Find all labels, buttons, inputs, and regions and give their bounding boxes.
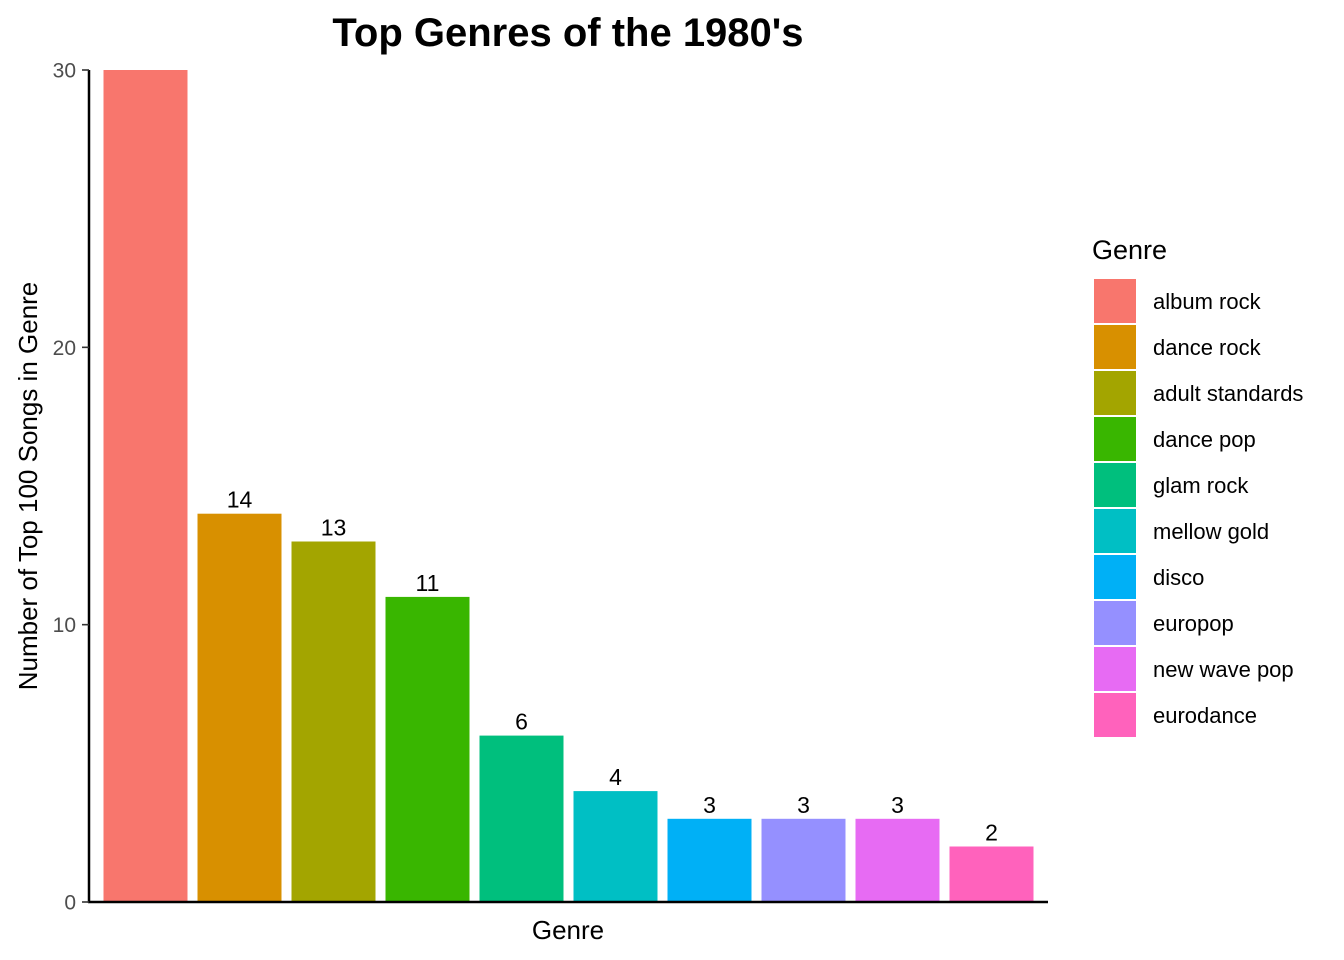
data-label-mellow-gold: 4 xyxy=(609,764,622,790)
data-label-new-wave-pop: 3 xyxy=(891,792,904,818)
legend-key-adult-standards xyxy=(1094,371,1136,415)
data-label-disco: 3 xyxy=(703,792,716,818)
legend-key-dance-pop xyxy=(1094,417,1136,461)
x-axis-title: Genre xyxy=(532,915,604,945)
legend-label-dance-pop: dance pop xyxy=(1153,427,1256,452)
chart-title: Top Genres of the 1980's xyxy=(332,11,803,55)
legend-key-eurodance xyxy=(1094,693,1136,737)
data-label-europop: 3 xyxy=(797,792,810,818)
legend-key-glam-rock xyxy=(1094,463,1136,507)
y-tick-label: 10 xyxy=(53,614,76,637)
bar-dance-pop xyxy=(385,596,470,902)
data-labels: 14 13 11 6 4 3 3 3 2 xyxy=(227,487,998,846)
bar-adult-standards xyxy=(291,541,376,902)
bar-eurodance xyxy=(949,846,1034,902)
legend-label-glam-rock: glam rock xyxy=(1153,473,1249,498)
legend-items: album rock dance rock adult standards dance… xyxy=(1094,279,1303,737)
legend: Genre album rock dance rock adult standard… xyxy=(1092,235,1303,737)
legend-key-mellow-gold xyxy=(1094,509,1136,553)
legend-key-disco xyxy=(1094,555,1136,599)
bar-europop xyxy=(761,818,846,902)
data-label-eurodance: 2 xyxy=(985,820,998,846)
bar-dance-rock xyxy=(197,513,282,902)
data-label-dance-pop: 11 xyxy=(416,570,440,596)
legend-key-new-wave-pop xyxy=(1094,647,1136,691)
bar-new-wave-pop xyxy=(855,818,940,902)
data-label-adult-standards: 13 xyxy=(321,515,347,541)
data-label-glam-rock: 6 xyxy=(515,709,528,735)
legend-label-eurodance: eurodance xyxy=(1153,703,1257,728)
y-axis-title: Number of Top 100 Songs in Genre xyxy=(13,282,43,691)
y-tick-label: 30 xyxy=(53,60,76,83)
y-tick-label: 20 xyxy=(53,337,76,360)
bar-glam-rock xyxy=(479,735,564,902)
bars xyxy=(103,70,1034,902)
legend-label-new-wave-pop: new wave pop xyxy=(1153,657,1294,682)
legend-label-mellow-gold: mellow gold xyxy=(1153,519,1269,544)
legend-label-album-rock: album rock xyxy=(1153,289,1262,314)
plot-area: 14 13 11 6 4 3 3 3 2 0 10 20 30 xyxy=(53,60,1048,915)
bar-album-rock xyxy=(103,70,188,902)
legend-label-dance-rock: dance rock xyxy=(1153,335,1262,360)
legend-key-dance-rock xyxy=(1094,325,1136,369)
data-label-dance-rock: 14 xyxy=(227,487,253,513)
legend-key-album-rock xyxy=(1094,279,1136,323)
legend-title: Genre xyxy=(1092,235,1167,265)
legend-label-disco: disco xyxy=(1153,565,1204,590)
bar-mellow-gold xyxy=(573,791,658,902)
legend-label-adult-standards: adult standards xyxy=(1153,381,1303,406)
legend-label-europop: europop xyxy=(1153,611,1234,636)
bar-disco xyxy=(667,818,752,902)
y-tick-label: 0 xyxy=(64,892,76,915)
y-axis-ticks: 0 10 20 30 xyxy=(53,60,89,915)
legend-key-europop xyxy=(1094,601,1136,645)
